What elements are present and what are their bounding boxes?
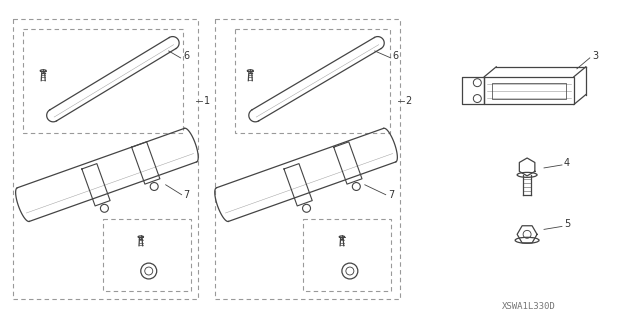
Bar — [303, 219, 390, 291]
Text: 1: 1 — [204, 95, 210, 106]
Text: 6: 6 — [184, 51, 189, 61]
Text: 2: 2 — [406, 95, 412, 106]
Text: 7: 7 — [388, 190, 394, 200]
Bar — [484, 77, 574, 105]
Text: 3: 3 — [592, 51, 598, 61]
Bar — [492, 83, 566, 99]
Text: 6: 6 — [393, 51, 399, 61]
Bar — [103, 219, 191, 291]
Text: 5: 5 — [564, 219, 570, 229]
Bar — [216, 19, 399, 299]
Bar — [13, 19, 198, 299]
Text: XSWA1L330D: XSWA1L330D — [502, 302, 556, 311]
Text: 4: 4 — [564, 158, 570, 168]
Text: 7: 7 — [184, 190, 190, 200]
Bar — [236, 29, 390, 133]
Bar — [23, 29, 182, 133]
